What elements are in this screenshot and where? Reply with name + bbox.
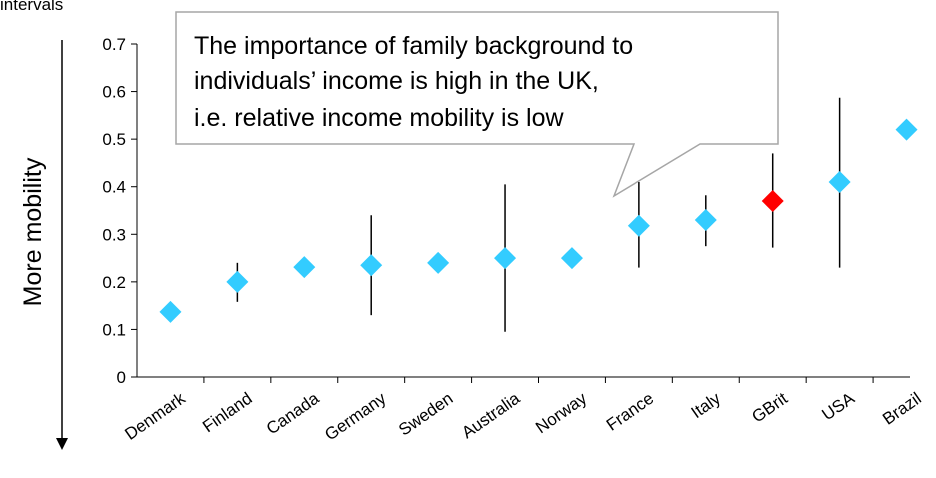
x-tick-label: Germany [321,388,390,444]
y-tick-label: 0 [117,368,126,387]
data-point [895,118,918,141]
x-tick-label: Brazil [879,389,925,429]
annotation-callout: The importance of family background to i… [175,11,779,198]
x-tick-label: Canada [263,388,323,438]
callout-line-3: i.e. relative income mobility is low [194,104,565,132]
data-point [627,214,650,237]
data-point [226,270,249,293]
data-point-highlight [761,189,784,212]
y-tick-label: 0.7 [102,35,126,54]
data-point [159,300,182,323]
data-points [159,118,918,323]
y-tick-label: 0.1 [102,320,126,339]
y-tick-label: 0.4 [102,178,126,197]
x-tick-label: Sweden [395,389,456,440]
x-tick-label: Denmark [121,388,189,443]
y-tick-label: 0.2 [102,273,126,292]
y-tick-label: 0.3 [102,225,126,244]
callout-box [175,11,779,198]
data-point [694,209,717,232]
data-point [494,247,517,270]
x-tick-label: Norway [532,388,591,437]
data-point [360,254,383,277]
mobility-arrow-head [56,438,68,450]
callout-line-1: The importance of family background to [194,32,633,60]
x-tick-label: France [603,389,657,435]
x-tick-label: GBrit [748,389,791,427]
x-tick-label: Finland [199,389,256,437]
y-tick-labels: 0 0.1 0.2 0.3 0.4 0.5 0.6 0.7 [102,35,126,387]
data-point [828,170,851,193]
data-point [293,256,316,279]
callout-line-2: individuals’ income is high in the UK, [194,67,599,95]
x-tick-label: USA [818,388,858,424]
x-tick-label: Italy [688,388,725,422]
x-tick-label: Australia [458,388,524,442]
y-axis-title: More mobility [19,40,68,450]
header-text: intervals [0,0,63,14]
data-point [560,247,583,270]
y-tick-label: 0.6 [102,83,126,102]
y-tick-label: 0.5 [102,130,126,149]
axes [131,43,910,383]
y-axis-label: More mobility [19,157,47,306]
data-point [427,251,450,274]
